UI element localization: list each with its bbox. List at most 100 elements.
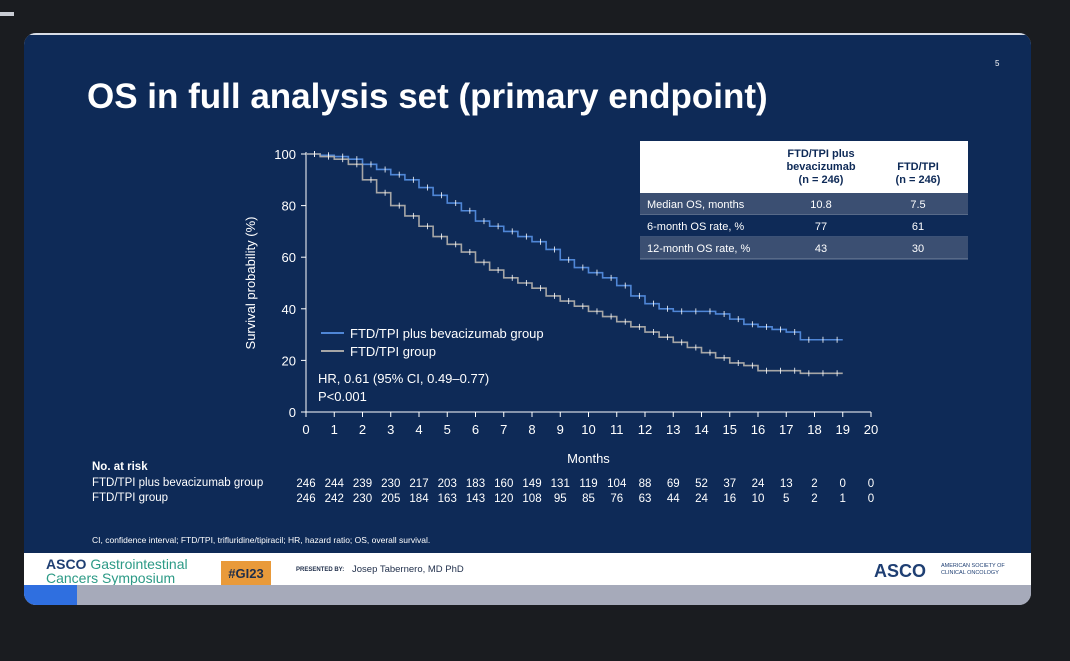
at-risk-value: 16	[723, 493, 736, 505]
x-tick-label: 10	[581, 422, 595, 437]
at-risk-value: 184	[409, 493, 429, 505]
table-header-col2: (n = 246)	[896, 174, 941, 186]
at-risk-value: 120	[494, 493, 513, 505]
annotation-text: HR, 0.61 (95% CI, 0.49–0.77)	[318, 371, 489, 386]
at-risk-value: 104	[607, 478, 627, 490]
table-header-col2: FTD/TPI	[897, 161, 939, 173]
at-risk-value: 149	[522, 478, 541, 490]
x-tick-label: 7	[500, 422, 507, 437]
slide-progress-bar[interactable]	[24, 585, 1031, 605]
table-row-bg	[640, 215, 968, 237]
at-risk-value: 0	[840, 478, 846, 490]
at-risk-value: 143	[466, 493, 485, 505]
at-risk-value: 85	[582, 493, 595, 505]
x-tick-label: 6	[472, 422, 479, 437]
at-risk-value: 205	[381, 493, 400, 505]
x-tick-label: 1	[331, 422, 338, 437]
table-header-col1: (n = 246)	[799, 174, 844, 186]
symposium-logo-line2: Cancers Symposium	[46, 570, 176, 586]
legend-label: FTD/TPI plus bevacizumab group	[350, 326, 544, 341]
window-corner-indicator	[0, 12, 14, 16]
x-tick-label: 16	[751, 422, 765, 437]
table-cell-col1: 10.8	[810, 199, 831, 211]
slide-top-edge	[24, 33, 1031, 35]
x-tick-label: 18	[807, 422, 821, 437]
footnote: CI, confidence interval; FTD/TPI, triflu…	[92, 535, 431, 545]
at-risk-value: 0	[868, 478, 874, 490]
at-risk-value: 95	[554, 493, 567, 505]
at-risk-value: 246	[296, 493, 315, 505]
x-tick-label: 2	[359, 422, 366, 437]
at-risk-value: 44	[667, 493, 680, 505]
table-row-label: Median OS, months	[647, 199, 745, 211]
at-risk-value: 5	[783, 493, 789, 505]
y-axis-label: Survival probability (%)	[243, 217, 258, 350]
x-tick-label: 20	[864, 422, 878, 437]
at-risk-value: 217	[409, 478, 428, 490]
at-risk-value: 76	[610, 493, 623, 505]
slide-page-number: 5	[995, 59, 1000, 68]
at-risk-value: 2	[811, 493, 817, 505]
series-line-ftd-tpi-bev	[306, 153, 843, 341]
x-tick-label: 9	[557, 422, 564, 437]
at-risk-value: 24	[752, 478, 765, 490]
table-cell-col2: 61	[912, 221, 924, 233]
hashtag-badge: #GI23	[221, 561, 271, 587]
at-risk-value: 119	[579, 478, 597, 490]
y-tick-label: 0	[289, 405, 296, 420]
at-risk-value: 230	[381, 478, 400, 490]
at-risk-row-label: FTD/TPI group	[92, 492, 169, 504]
presenter-name: Josep Tabernero, MD PhD	[352, 564, 464, 575]
at-risk-value: 242	[325, 493, 344, 505]
symposium-logo-asco: ASCO	[46, 556, 87, 572]
table-row-label: 6-month OS rate, %	[647, 221, 744, 233]
at-risk-value: 163	[438, 493, 457, 505]
x-axis-label: Months	[567, 451, 610, 466]
annotation-text: P<0.001	[318, 389, 367, 404]
at-risk-value: 131	[551, 478, 570, 490]
table-header-col1: FTD/TPI plus	[787, 148, 854, 160]
at-risk-value: 183	[466, 478, 485, 490]
at-risk-value: 0	[868, 493, 874, 505]
at-risk-value: 108	[522, 493, 541, 505]
at-risk-value: 246	[296, 478, 315, 490]
at-risk-value: 239	[353, 478, 372, 490]
x-tick-label: 3	[387, 422, 394, 437]
at-risk-value: 160	[494, 478, 513, 490]
y-tick-label: 20	[282, 353, 296, 368]
y-tick-label: 100	[274, 147, 296, 162]
x-tick-label: 13	[666, 422, 680, 437]
slide: OS in full analysis set (primary endpoin…	[24, 33, 1031, 591]
slide-footer: ASCO Gastrointestinal Cancers Symposium …	[24, 553, 1031, 591]
y-tick-label: 60	[282, 250, 296, 265]
x-tick-label: 11	[610, 422, 624, 437]
asco-logo: ASCO	[874, 561, 927, 581]
at-risk-value: 69	[667, 478, 680, 490]
at-risk-value: 24	[695, 493, 708, 505]
slide-progress-fill	[24, 585, 78, 605]
series-line-ftd-tpi	[306, 153, 843, 375]
at-risk-title: No. at risk	[92, 461, 148, 473]
at-risk-value: 1	[840, 493, 846, 505]
at-risk-value: 2	[811, 478, 817, 490]
table-row-bg	[640, 237, 968, 259]
at-risk-value: 203	[438, 478, 457, 490]
x-tick-label: 19	[836, 422, 850, 437]
y-tick-label: 80	[282, 199, 296, 214]
at-risk-value: 88	[639, 478, 652, 490]
at-risk-value: 10	[752, 493, 765, 505]
table-header-col1: bevacizumab	[786, 161, 855, 173]
symposium-logo: ASCO Gastrointestinal Cancers Symposium	[46, 557, 188, 585]
x-tick-label: 0	[302, 422, 309, 437]
slide-title: OS in full analysis set (primary endpoin…	[87, 77, 768, 116]
x-tick-label: 4	[415, 422, 422, 437]
y-tick-label: 40	[282, 302, 296, 317]
x-tick-label: 5	[444, 422, 451, 437]
at-risk-value: 37	[723, 478, 736, 490]
legend-label: FTD/TPI group	[350, 344, 436, 359]
x-tick-label: 12	[638, 422, 652, 437]
x-tick-label: 8	[528, 422, 535, 437]
table-cell-col1: 77	[815, 221, 827, 233]
at-risk-value: 230	[353, 493, 372, 505]
